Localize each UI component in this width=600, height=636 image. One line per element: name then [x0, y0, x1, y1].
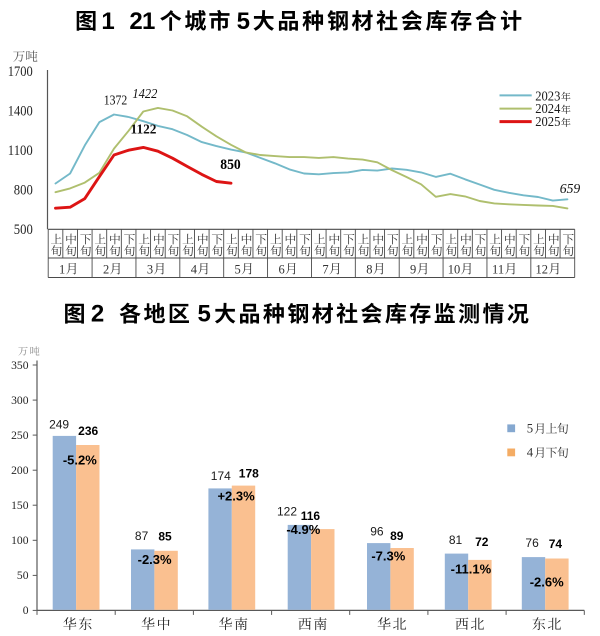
svg-text:12: 12: [536, 262, 549, 276]
svg-text:659: 659: [560, 181, 581, 196]
svg-text:1122: 1122: [131, 122, 157, 137]
svg-text:2025: 2025: [535, 114, 560, 129]
svg-text:4: 4: [191, 262, 198, 276]
svg-text:72: 72: [475, 535, 489, 549]
svg-text:87: 87: [135, 529, 149, 543]
svg-text:+2.3%: +2.3%: [217, 488, 255, 503]
svg-text:850: 850: [220, 157, 241, 173]
svg-text:-7.3%: -7.3%: [371, 549, 405, 564]
svg-text:2: 2: [129, 8, 142, 35]
svg-text:9: 9: [410, 262, 416, 276]
svg-text:249: 249: [49, 417, 69, 431]
svg-text:178: 178: [239, 466, 259, 480]
svg-text:116: 116: [301, 509, 321, 523]
svg-text:150: 150: [11, 499, 29, 512]
svg-text:300: 300: [11, 394, 29, 407]
svg-text:200: 200: [11, 464, 29, 477]
svg-text:2023: 2023: [535, 88, 560, 103]
svg-text:5: 5: [198, 301, 211, 328]
svg-text:1700: 1700: [8, 64, 33, 80]
svg-text:1: 1: [101, 8, 114, 35]
svg-text:122: 122: [277, 505, 297, 519]
svg-text:1100: 1100: [8, 143, 33, 159]
svg-text:6: 6: [278, 262, 284, 276]
svg-text:350: 350: [11, 359, 29, 372]
svg-text:8: 8: [366, 262, 372, 276]
svg-text:174: 174: [211, 469, 231, 483]
svg-text:50: 50: [17, 569, 29, 582]
svg-text:250: 250: [11, 429, 29, 442]
svg-text:2: 2: [103, 262, 109, 276]
svg-text:-5.2%: -5.2%: [63, 452, 97, 467]
svg-text:1: 1: [59, 262, 65, 276]
svg-text:7: 7: [322, 262, 328, 276]
svg-text:10: 10: [448, 262, 461, 276]
svg-text:81: 81: [449, 533, 463, 547]
svg-text:1422: 1422: [132, 86, 157, 101]
svg-text:500: 500: [14, 222, 33, 238]
svg-text:5: 5: [237, 8, 250, 35]
svg-text:-2.6%: -2.6%: [530, 574, 564, 589]
svg-text:85: 85: [158, 529, 172, 543]
svg-text:5: 5: [527, 422, 533, 436]
svg-text:1372: 1372: [104, 93, 128, 108]
svg-text:2024: 2024: [535, 101, 560, 116]
svg-text:-4.9%: -4.9%: [286, 522, 320, 537]
svg-text:89: 89: [390, 529, 404, 543]
svg-text:800: 800: [14, 183, 33, 199]
svg-text:-2.3%: -2.3%: [138, 552, 172, 567]
svg-text:-11.1%: -11.1%: [451, 561, 492, 576]
svg-text:3: 3: [147, 262, 153, 276]
svg-text:4: 4: [527, 446, 534, 460]
svg-text:236: 236: [78, 424, 98, 438]
svg-text:1400: 1400: [8, 104, 33, 120]
svg-text:76: 76: [525, 536, 539, 550]
svg-text:1: 1: [142, 8, 155, 35]
svg-text:2: 2: [91, 301, 104, 328]
svg-text:11: 11: [492, 262, 504, 276]
svg-text:100: 100: [11, 534, 29, 547]
svg-text:74: 74: [549, 537, 563, 551]
svg-text:0: 0: [23, 604, 29, 617]
svg-text:96: 96: [370, 525, 384, 539]
svg-text:5: 5: [235, 262, 241, 276]
